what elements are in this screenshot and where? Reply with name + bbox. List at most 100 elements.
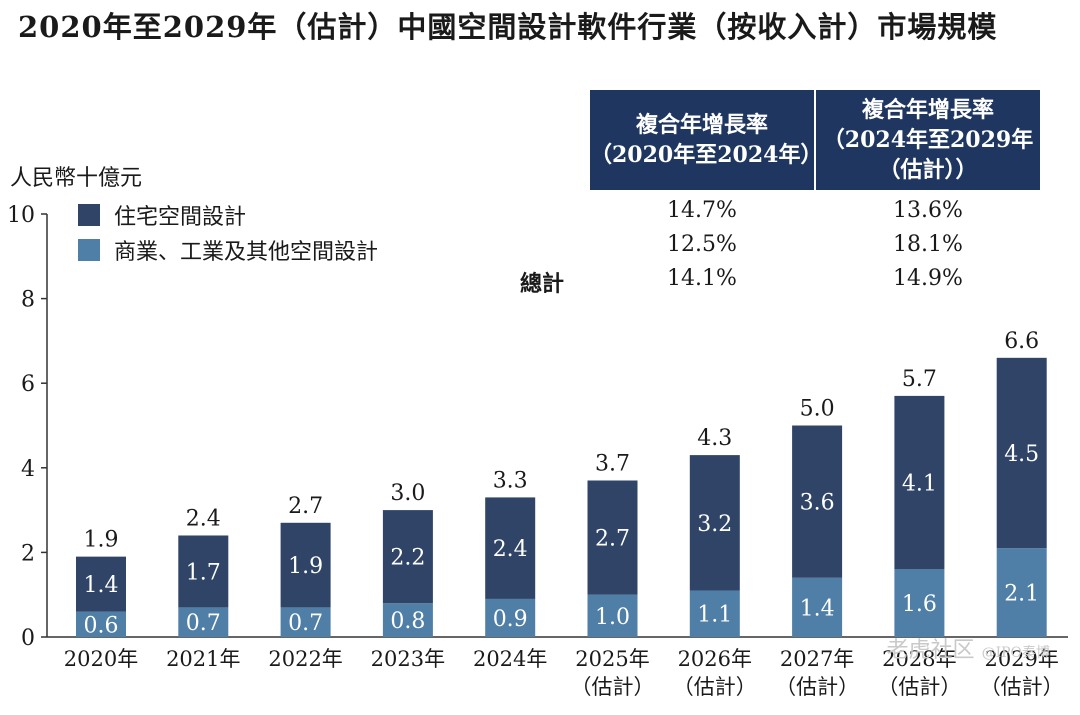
x-tick-label-line: 2023年 — [370, 647, 446, 671]
bar-commercial — [996, 548, 1047, 637]
bar-residential — [178, 535, 229, 608]
x-tick-label-line: 2024年 — [472, 647, 548, 671]
y-tick-label: 10 — [7, 203, 35, 228]
data-label-commercial: 0.9 — [493, 607, 528, 632]
y-tick-label: 0 — [21, 626, 35, 651]
data-label-total: 6.6 — [1004, 329, 1039, 354]
bar-commercial — [894, 569, 945, 637]
data-label-commercial: 0.7 — [288, 611, 323, 636]
data-label-total: 3.7 — [595, 451, 630, 476]
bar-commercial — [382, 603, 433, 637]
cagr-header-1: 複合年增長率 （2020年至2024年） — [590, 90, 823, 190]
legend-item-commercial: 商業、工業及其他空間設計 — [78, 234, 378, 266]
x-tick-label-line: （估計） — [877, 675, 962, 699]
x-tick-label-line: 2020年 — [63, 647, 139, 671]
bar-commercial — [485, 598, 536, 637]
x-tick-label-line: 2025年 — [575, 647, 650, 671]
data-label-total: 3.0 — [390, 481, 425, 506]
data-label-commercial: 0.8 — [390, 609, 425, 634]
watermark: 老虎社区 @IPO秦博 — [887, 632, 1050, 664]
cagr-header-2-line-3: （估計）） — [878, 157, 978, 183]
bar-commercial — [792, 577, 843, 637]
x-tick-label: 2022年 — [256, 645, 356, 673]
bar-residential — [894, 395, 945, 570]
cagr-header-1-line-1: 複合年增長率 — [635, 112, 768, 138]
y-tick-label: 4 — [21, 457, 35, 482]
data-label-residential: 3.2 — [697, 512, 732, 537]
y-tick-label: 8 — [21, 288, 35, 313]
data-label-residential: 1.7 — [186, 560, 221, 585]
data-label-total: 4.3 — [697, 426, 732, 451]
bar-residential — [587, 480, 638, 595]
legend-label-commercial: 商業、工業及其他空間設計 — [114, 240, 379, 265]
x-tick-label: 2028年 （估計） — [869, 645, 969, 701]
bar-residential — [382, 510, 433, 604]
x-tick-label-line: 2027年 — [779, 647, 855, 671]
x-tick-label: 2026年 （估計） — [665, 645, 765, 701]
cagr-total-2024-2029: 14.9% — [893, 266, 963, 291]
cagr-total-label: 總計 — [520, 271, 565, 297]
data-label-residential: 1.4 — [84, 573, 119, 598]
cagr-total-2020-2024: 14.1% — [667, 266, 737, 291]
watermark-text-2: @IPO秦博 — [981, 645, 1050, 661]
bar-commercial — [76, 611, 126, 637]
x-tick-label-line: 2026年 — [677, 647, 753, 671]
data-label-total: 5.7 — [902, 367, 937, 392]
legend-swatch-commercial — [78, 239, 100, 261]
bar-residential — [485, 497, 536, 599]
cagr-header-2: 複合年增長率 （2024年至2029年 （估計）） — [816, 90, 1040, 190]
unit-label: 人民幣十億元 — [10, 166, 143, 191]
x-tick-label: 2029年 （估計） — [972, 645, 1072, 701]
data-label-commercial: 0.6 — [84, 613, 119, 638]
watermark-text: 老虎社区 — [886, 638, 975, 663]
data-label-total: 3.3 — [493, 468, 528, 493]
data-label-commercial: 0.7 — [186, 611, 221, 636]
data-label-residential: 2.4 — [493, 537, 528, 562]
bar-residential — [996, 357, 1047, 549]
legend-label-residential: 住宅空間設計 — [114, 205, 247, 230]
bar-residential — [280, 522, 331, 608]
cagr-commercial-2024-2029: 18.1% — [893, 232, 963, 257]
data-label-commercial: 1.1 — [697, 603, 732, 628]
data-label-commercial: 1.0 — [595, 605, 630, 630]
data-label-total: 1.9 — [84, 528, 119, 553]
cagr-commercial-2020-2024: 12.5% — [667, 232, 737, 257]
bar-commercial — [178, 607, 229, 637]
data-label-residential: 1.9 — [288, 554, 323, 579]
cagr-residential-2024-2029: 13.6% — [893, 198, 963, 223]
bar-commercial — [280, 607, 331, 637]
y-tick-label: 6 — [21, 372, 35, 397]
x-tick-label: 2027年 （估計） — [767, 645, 867, 701]
legend-swatch-residential — [78, 204, 100, 226]
data-label-residential: 4.1 — [902, 472, 937, 497]
bar-residential — [76, 556, 126, 612]
y-tick-label: 2 — [21, 541, 35, 566]
x-tick-label: 2023年 — [358, 645, 458, 673]
cagr-header-1-line-2: （2020年至2024年） — [590, 142, 823, 168]
x-tick-label-line: （估計） — [570, 675, 655, 699]
legend-item-residential: 住宅空間設計 — [78, 199, 246, 231]
data-label-residential: 4.5 — [1004, 442, 1039, 467]
x-tick-label: 2025年 （估計） — [563, 645, 663, 701]
x-tick-label-line: 2022年 — [268, 647, 343, 671]
x-tick-label-line: 2021年 — [166, 647, 241, 671]
bar-residential — [792, 425, 843, 578]
bar-residential — [689, 455, 740, 591]
cagr-residential-2020-2024: 14.7% — [667, 198, 737, 223]
x-tick-label-line: 2028年 — [882, 647, 957, 671]
data-label-total: 2.4 — [186, 506, 221, 531]
x-tick-label-line: （估計） — [775, 675, 860, 699]
data-label-residential: 2.7 — [595, 527, 630, 552]
data-label-total: 5.0 — [800, 397, 835, 422]
chart-title: 2020年至2029年（估計）中國空間設計軟件行業（按收入計）市場規模 — [18, 10, 998, 44]
data-label-commercial: 2.1 — [1004, 582, 1039, 607]
x-tick-label: 2021年 — [153, 645, 253, 673]
x-tick-label: 2020年 — [51, 645, 151, 673]
data-label-residential: 3.6 — [800, 491, 835, 516]
data-label-residential: 2.2 — [390, 546, 425, 571]
cagr-header-2-line-1: 複合年增長率 — [861, 97, 994, 123]
x-tick-label-line: 2029年 — [984, 647, 1059, 671]
data-label-commercial: 1.4 — [800, 596, 835, 621]
bar-commercial — [587, 594, 638, 637]
